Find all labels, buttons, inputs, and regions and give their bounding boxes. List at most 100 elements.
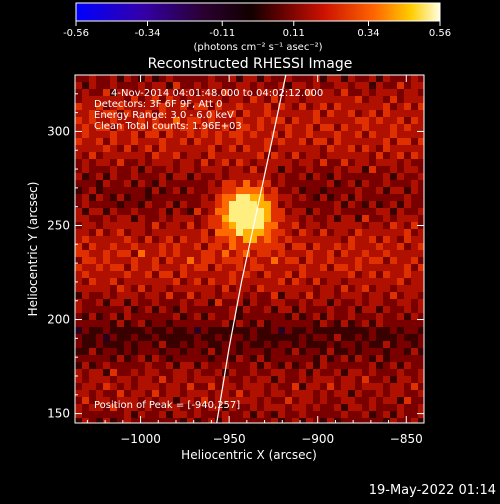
heatmap-cell xyxy=(264,110,271,117)
heatmap-cell xyxy=(341,250,348,257)
heatmap-cell xyxy=(131,376,138,383)
heatmap-cell xyxy=(194,313,201,320)
heatmap-cell xyxy=(229,124,236,131)
heatmap-cell xyxy=(397,250,404,257)
heatmap-cell xyxy=(89,124,96,131)
heatmap-cell xyxy=(320,376,327,383)
heatmap-cell xyxy=(208,299,215,306)
heatmap-cell xyxy=(264,320,271,327)
heatmap-cell xyxy=(320,117,327,124)
heatmap-cell xyxy=(152,103,159,110)
heatmap-cell xyxy=(194,250,201,257)
heatmap-cell xyxy=(152,390,159,397)
heatmap-cell xyxy=(313,201,320,208)
heatmap-cell xyxy=(173,180,180,187)
heatmap-cell xyxy=(124,418,131,423)
heatmap-cell xyxy=(397,355,404,362)
heatmap-cell xyxy=(404,411,411,418)
heatmap-cell xyxy=(271,348,278,355)
heatmap-cell xyxy=(418,390,424,397)
heatmap-cell xyxy=(257,299,264,306)
heatmap-cell xyxy=(82,299,89,306)
heatmap-cell xyxy=(292,215,299,222)
heatmap-cell xyxy=(348,89,355,96)
heatmap-cell xyxy=(194,173,201,180)
heatmap-cell xyxy=(355,145,362,152)
heatmap-cell xyxy=(187,201,194,208)
heatmap-cell xyxy=(355,110,362,117)
heatmap-cell xyxy=(418,159,424,166)
heatmap-cell xyxy=(187,292,194,299)
heatmap-cell xyxy=(236,341,243,348)
heatmap-cell xyxy=(110,250,117,257)
heatmap-cell xyxy=(397,271,404,278)
heatmap-cell xyxy=(208,278,215,285)
heatmap-cell xyxy=(383,313,390,320)
heatmap-cell xyxy=(362,404,369,411)
heatmap-cell xyxy=(278,173,285,180)
heatmap-cell xyxy=(208,341,215,348)
heatmap-cell xyxy=(75,320,82,327)
heatmap-cell xyxy=(103,201,110,208)
heatmap-cell xyxy=(96,404,103,411)
heatmap-cell xyxy=(131,334,138,341)
heatmap-cell xyxy=(285,103,292,110)
heatmap-cell xyxy=(201,362,208,369)
heatmap-cell xyxy=(376,313,383,320)
heatmap-cell xyxy=(173,334,180,341)
heatmap-cell xyxy=(341,383,348,390)
heatmap-cell xyxy=(383,201,390,208)
heatmap-cell xyxy=(397,243,404,250)
heatmap-cell xyxy=(82,390,89,397)
heatmap-cell xyxy=(292,166,299,173)
heatmap-cell xyxy=(166,278,173,285)
heatmap-cell xyxy=(159,411,166,418)
heatmap-cell xyxy=(334,187,341,194)
heatmap-cell xyxy=(313,285,320,292)
heatmap-cell xyxy=(334,173,341,180)
heatmap-cell xyxy=(222,306,229,313)
heatmap-cell xyxy=(208,201,215,208)
heatmap-cell xyxy=(208,369,215,376)
heatmap-cell xyxy=(229,201,236,208)
heatmap-cell xyxy=(117,243,124,250)
heatmap-cell xyxy=(411,355,418,362)
heatmap-cell xyxy=(404,89,411,96)
heatmap-cell xyxy=(194,159,201,166)
heatmap-cell xyxy=(138,201,145,208)
heatmap-cell xyxy=(306,222,313,229)
heatmap-cell xyxy=(103,278,110,285)
heatmap-cell xyxy=(355,82,362,89)
heatmap-cell xyxy=(194,229,201,236)
heatmap-cell xyxy=(215,264,222,271)
heatmap-cell xyxy=(96,418,103,423)
heatmap-cell xyxy=(348,173,355,180)
heatmap-cell xyxy=(159,75,166,82)
heatmap-cell xyxy=(271,215,278,222)
heatmap-cell xyxy=(278,390,285,397)
heatmap-cell xyxy=(215,187,222,194)
heatmap-cell xyxy=(313,110,320,117)
heatmap-cell xyxy=(208,110,215,117)
heatmap-cell xyxy=(194,75,201,82)
heatmap-cell xyxy=(187,285,194,292)
heatmap-cell xyxy=(152,327,159,334)
heatmap-cell xyxy=(292,390,299,397)
heatmap-cell xyxy=(292,194,299,201)
heatmap-cell xyxy=(215,250,222,257)
heatmap-cell xyxy=(278,362,285,369)
heatmap-cell xyxy=(411,82,418,89)
heatmap-cell xyxy=(250,390,257,397)
heatmap-cell xyxy=(243,334,250,341)
heatmap-cell xyxy=(418,236,424,243)
heatmap-cell xyxy=(285,215,292,222)
heatmap-cell xyxy=(229,117,236,124)
heatmap-cell xyxy=(411,376,418,383)
heatmap-cell xyxy=(117,201,124,208)
heatmap-cell xyxy=(131,285,138,292)
heatmap-cell xyxy=(404,306,411,313)
heatmap-cell xyxy=(313,306,320,313)
heatmap-cell xyxy=(166,236,173,243)
heatmap-cell xyxy=(390,264,397,271)
heatmap-cell xyxy=(117,362,124,369)
